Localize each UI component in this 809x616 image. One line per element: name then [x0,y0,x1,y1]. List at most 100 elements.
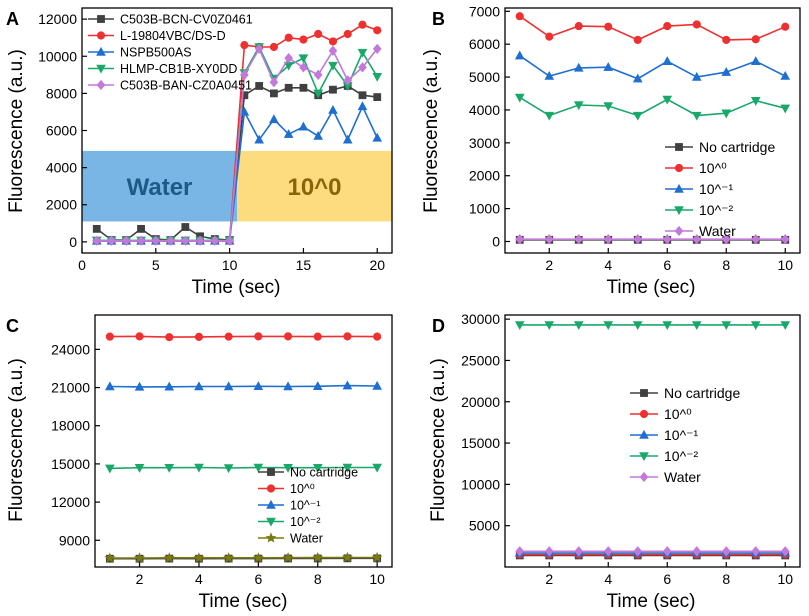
data-point [373,332,382,341]
panel-letter: A [6,9,19,29]
y-tick-label-3: 20000 [461,394,500,410]
series-3 [105,463,382,474]
panel-c: 2 4 6 8 10 9000 12000 15000 18000 21000 24000 Time … [6,314,393,612]
data-point [358,20,367,29]
data-point [252,552,264,563]
data-point [210,235,220,246]
y-tick-label-5: 5000 [469,69,500,85]
x-tick-label-2: 10 [222,257,238,273]
x-tick-label-2: 6 [663,257,671,273]
data-point [134,552,145,563]
x-tick-label-0: 2 [545,257,553,273]
data-point [372,43,382,54]
series-3 [514,321,791,331]
legend-marker [674,206,684,216]
legend-marker [674,225,684,237]
data-point [329,85,337,94]
data-point [313,130,324,140]
data-point [164,464,175,473]
data-point [135,332,144,341]
data-point [544,70,555,80]
legend-marker [97,15,105,23]
data-point [604,22,613,31]
axes-frame [504,7,801,254]
data-point [691,71,702,81]
series-4 [515,546,790,557]
legend: C503B-BCN-CV0Z0461 L-19804VBC/DS-D NSPB500… [88,13,253,93]
data-point [721,321,732,331]
data-point [282,551,294,563]
data-point [603,234,613,245]
data-point [105,464,115,474]
panel-a: Water 10^0 0 5 10 15 20 0 2000 4000 6000 8000 10000 1… [6,7,393,298]
legend-marker [96,79,106,91]
data-point [270,89,278,98]
panel-letter: B [432,9,445,29]
data-point [342,380,353,390]
series-line [109,466,378,470]
axes-frame [504,314,801,568]
data-point [573,321,584,331]
data-point [544,234,554,245]
data-point [312,551,324,563]
data-point [357,48,368,58]
data-point [163,552,175,563]
data-point [544,321,555,331]
data-point [269,42,278,52]
data-point [514,50,525,60]
data-point [574,546,584,557]
y-tick-label-0: 5000 [469,518,500,534]
data-point [283,332,293,341]
legend-marker [640,389,648,397]
data-point [92,235,102,246]
data-point [223,464,234,474]
y-tick-label-5: 10000 [38,48,77,64]
x-tick-label-4: 20 [369,257,385,273]
x-tick-label-1: 4 [604,257,612,273]
data-point [137,224,145,233]
series-4 [104,551,383,563]
data-point [633,546,643,557]
data-point [104,552,116,563]
data-point [194,381,204,391]
x-tick-label-3: 8 [314,571,322,587]
x-tick-label-2: 6 [254,571,262,587]
data-point [358,62,367,73]
data-point [283,129,294,138]
data-point [574,22,583,31]
series-line [109,556,378,559]
data-point [692,234,702,245]
series-line [109,335,378,338]
data-point [343,29,352,39]
data-point [574,234,584,245]
data-point [343,75,353,86]
data-point [573,62,584,72]
y-tick-label-3: 18000 [51,418,90,434]
data-point [254,134,264,144]
data-point [342,463,353,473]
x-tick-label-1: 4 [604,571,612,587]
data-point [633,234,643,245]
legend-label: No cartridge [290,466,358,480]
data-point [164,381,175,391]
x-axis-label: Time (sec) [198,591,287,612]
data-point [603,62,614,71]
data-point [633,35,642,44]
data-point [751,546,761,557]
data-point [121,235,131,246]
data-point [239,106,250,116]
data-point [166,235,175,246]
legend-marker [674,183,684,193]
data-point [372,463,382,473]
x-tick-label-2: 6 [663,571,671,587]
x-tick-label-4: 10 [777,257,793,273]
legend-label: HLMP-CB1B-XY0DD [120,62,237,76]
data-point [573,101,584,111]
data-point [372,380,382,390]
legend-marker [96,46,106,56]
legend: No cartridge 10^⁰ 10^⁻¹ 10^⁻² Water [665,139,775,239]
data-point [662,95,673,105]
y-axis-label: Fluorescence (a.u.) [6,49,27,213]
data-point [313,69,323,80]
